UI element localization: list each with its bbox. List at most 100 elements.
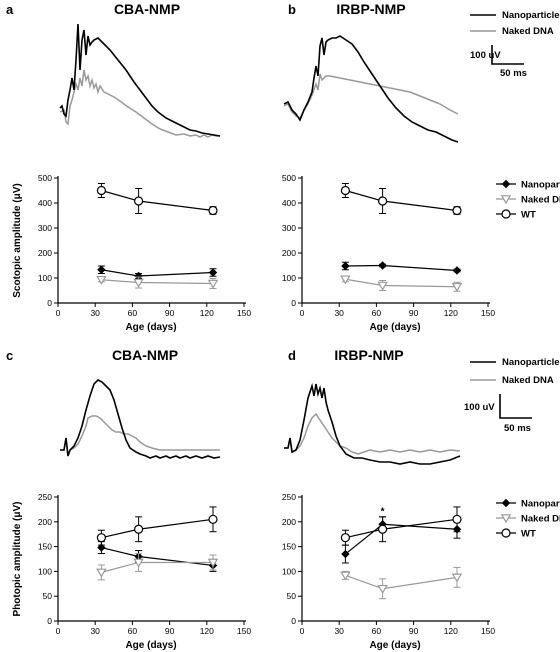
erg-trace-naked-dna bbox=[59, 69, 220, 138]
series-line bbox=[345, 264, 458, 272]
y-tick-label: 0 bbox=[291, 298, 296, 308]
legend-label: Naked DNA bbox=[521, 514, 560, 525]
series-line bbox=[101, 189, 214, 212]
trace-legend-label-naked-dna: Naked DNA bbox=[502, 375, 554, 386]
data-point-triangle bbox=[96, 568, 107, 578]
x-tick-label: 150 bbox=[481, 626, 495, 636]
x-tick-label: 30 bbox=[334, 308, 344, 318]
data-point-circle bbox=[501, 528, 511, 538]
legend-label: Naked DNA bbox=[521, 195, 560, 206]
y-tick-label: 100 bbox=[282, 566, 296, 576]
y-tick-label: 300 bbox=[38, 223, 52, 233]
data-point-diamond bbox=[501, 179, 511, 189]
trace-legend-label-nanoparticle: Nanoparticle bbox=[502, 10, 560, 21]
y-axis-label: Scotopic amplitude (μV) bbox=[12, 183, 23, 297]
data-point-circle bbox=[340, 185, 350, 196]
data-point-circle bbox=[452, 514, 462, 524]
erg-trace-nanoparticle bbox=[59, 23, 221, 137]
x-axis-label: Age (days) bbox=[369, 640, 420, 651]
erg-trace-naked-dna bbox=[284, 412, 461, 455]
data-point-triangle bbox=[377, 281, 388, 291]
x-tick-label: 90 bbox=[409, 308, 419, 318]
y-tick-label: 400 bbox=[38, 198, 52, 208]
legend-label: Nanoparticle bbox=[521, 499, 560, 510]
scale-bar-time-label: 50 ms bbox=[504, 423, 531, 434]
amplitude-plot-d: 0 50 100 150 200 250 0 30 60 90 120 150 Age (days) * N… bbox=[282, 492, 560, 651]
data-point-diamond bbox=[452, 266, 462, 275]
y-tick-label: 300 bbox=[282, 223, 296, 233]
data-point-diamond bbox=[341, 261, 350, 271]
scale-bar-d: 100 uV 50 ms bbox=[464, 394, 532, 434]
x-tick-label: 90 bbox=[165, 308, 175, 318]
y-tick-label: 150 bbox=[282, 542, 296, 552]
x-tick-label: 120 bbox=[200, 308, 214, 318]
x-tick-label: 60 bbox=[372, 626, 382, 636]
data-point-diamond bbox=[341, 549, 350, 559]
panel-label-b: b bbox=[288, 2, 296, 17]
x-tick-label: 120 bbox=[444, 626, 458, 636]
data-point-circle bbox=[378, 196, 388, 206]
panel-title-b: IRBP-NMP bbox=[336, 1, 405, 17]
y-axis-label: Photopic amplitude (μV) bbox=[12, 501, 23, 616]
x-tick-label: 0 bbox=[300, 626, 305, 636]
erg-trace-nanoparticle bbox=[283, 35, 459, 143]
y-tick-label: 200 bbox=[38, 248, 52, 258]
x-tick-label: 30 bbox=[90, 626, 100, 636]
series-line bbox=[345, 278, 458, 288]
x-tick-label: 60 bbox=[128, 308, 138, 318]
x-axis-label: Age (days) bbox=[125, 640, 176, 651]
data-point-triangle bbox=[133, 558, 144, 568]
erg-traces-d bbox=[284, 382, 461, 465]
data-point-triangle bbox=[96, 275, 107, 285]
data-point-triangle bbox=[500, 195, 512, 205]
x-tick-label: 150 bbox=[237, 308, 251, 318]
series-line bbox=[345, 189, 458, 212]
y-tick-label: 100 bbox=[38, 273, 52, 283]
y-tick-label: 200 bbox=[282, 248, 296, 258]
data-point-triangle bbox=[377, 584, 388, 594]
panel-title-d: IRBP-NMP bbox=[334, 347, 403, 363]
y-tick-label: 250 bbox=[282, 492, 296, 502]
data-point-circle bbox=[134, 196, 144, 206]
scale-bar-lines bbox=[491, 45, 524, 65]
y-tick-label: 50 bbox=[287, 591, 297, 601]
y-tick-label: 100 bbox=[38, 566, 52, 576]
panel-title-c: CBA-NMP bbox=[112, 347, 178, 363]
data-point-triangle bbox=[451, 282, 463, 292]
series-line bbox=[101, 518, 214, 539]
erg-traces-c bbox=[60, 379, 221, 459]
legend-label: WT bbox=[521, 210, 536, 221]
data-point-circle bbox=[378, 524, 388, 534]
scale-bar-lines bbox=[499, 394, 532, 419]
data-point-diamond bbox=[208, 268, 218, 277]
y-tick-label: 500 bbox=[282, 173, 296, 183]
scale-bar-amplitude-label: 100 uV bbox=[464, 402, 495, 413]
x-tick-label: 150 bbox=[481, 308, 495, 318]
x-tick-label: 30 bbox=[334, 626, 344, 636]
legend-label: WT bbox=[521, 529, 536, 540]
panel-label-d: d bbox=[288, 348, 296, 363]
data-point-triangle bbox=[207, 279, 219, 289]
data-point-circle bbox=[134, 524, 144, 534]
data-point-diamond bbox=[501, 498, 511, 508]
y-tick-label: 0 bbox=[47, 616, 52, 626]
y-tick-label: 400 bbox=[282, 198, 296, 208]
data-point-diamond bbox=[378, 261, 387, 270]
trace-legend-d: Nanoparticle Naked DNA bbox=[470, 357, 560, 386]
x-tick-label: 90 bbox=[409, 626, 419, 636]
y-tick-label: 200 bbox=[282, 517, 296, 527]
panel-label-a: a bbox=[6, 2, 14, 17]
panel-title-a: CBA-NMP bbox=[114, 1, 180, 17]
data-point-circle bbox=[452, 205, 462, 216]
x-tick-label: 60 bbox=[372, 308, 382, 318]
y-tick-label: 150 bbox=[38, 542, 52, 552]
data-point-triangle bbox=[133, 278, 144, 288]
series-line bbox=[345, 523, 458, 555]
data-point-triangle bbox=[500, 514, 512, 524]
series-line bbox=[101, 279, 214, 285]
scale-bar-time-label: 50 ms bbox=[500, 68, 527, 79]
data-point-circle bbox=[96, 185, 107, 196]
y-tick-label: 50 bbox=[43, 591, 53, 601]
trace-legend-label-naked-dna: Naked DNA bbox=[502, 26, 554, 37]
